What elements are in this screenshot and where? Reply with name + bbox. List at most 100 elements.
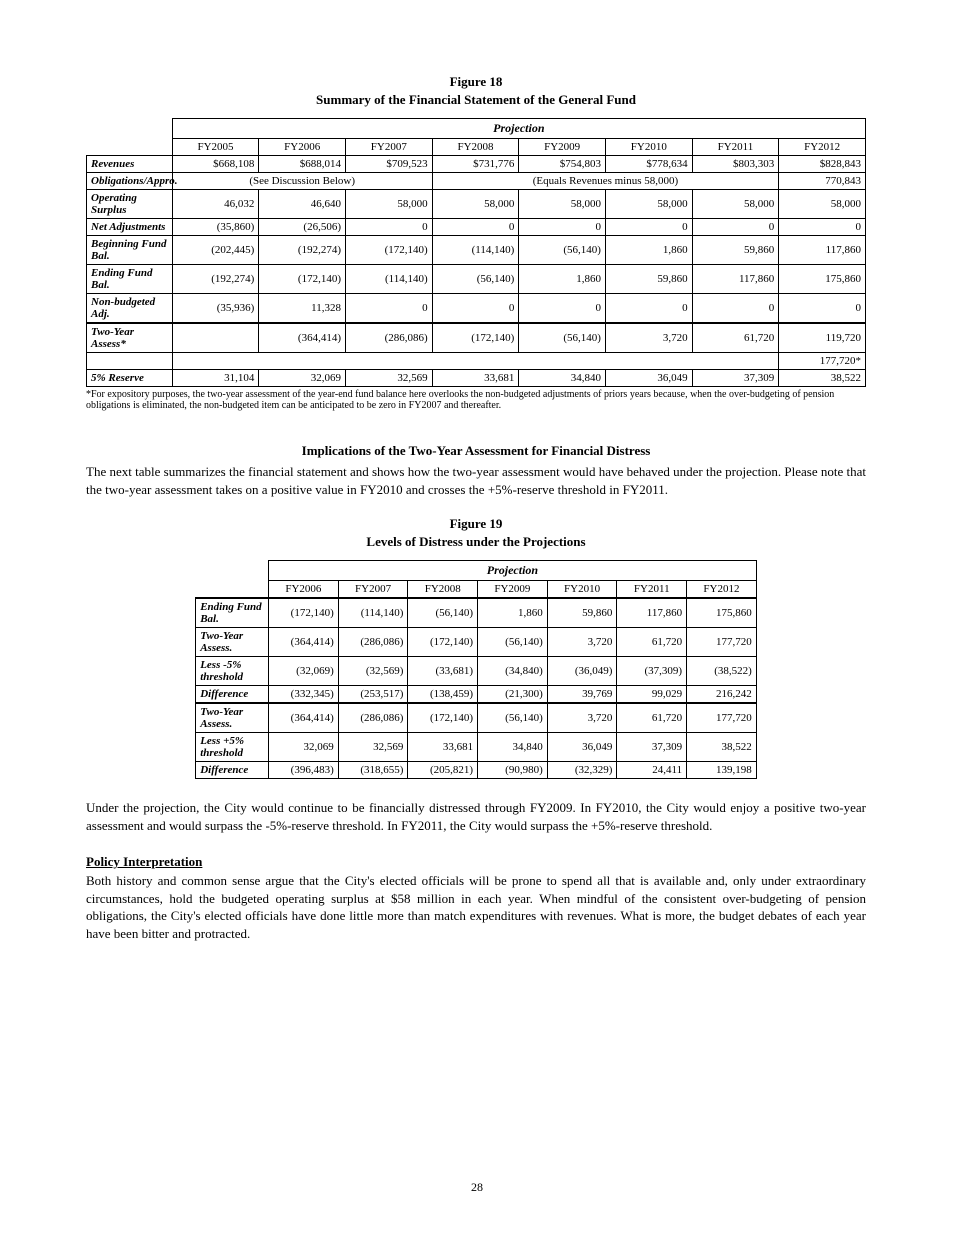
- cell: (114,140): [338, 598, 408, 628]
- obligations-note-b: (Equals Revenues minus 58,000): [432, 173, 779, 190]
- fig18-year: FY2007: [346, 139, 433, 156]
- fig18-year: FY2009: [519, 139, 606, 156]
- cell: 38,522: [779, 370, 866, 387]
- cell: (172,140): [408, 703, 478, 733]
- cell: 34,840: [478, 733, 548, 762]
- cell: 32,069: [269, 733, 339, 762]
- cell: (172,140): [269, 598, 339, 628]
- row-label: Beginning Fund Bal.: [87, 236, 173, 265]
- row-label: Net Adjustments: [87, 219, 173, 236]
- cell: 0: [432, 219, 519, 236]
- cell: (56,140): [519, 323, 606, 353]
- cell: 58,000: [779, 190, 866, 219]
- cell: (192,274): [259, 236, 346, 265]
- cell: 58,000: [519, 190, 606, 219]
- cell: (396,483): [269, 762, 339, 779]
- fig18-footnote: *For expository purposes, the two-year a…: [86, 389, 866, 411]
- cell: 46,032: [172, 190, 259, 219]
- cell: 31,104: [172, 370, 259, 387]
- fig19-year: FY2006: [269, 581, 339, 599]
- cell: $754,803: [519, 156, 606, 173]
- cell: 37,309: [617, 733, 687, 762]
- cell: (32,329): [547, 762, 617, 779]
- cell: (253,517): [338, 686, 408, 704]
- fig19-title: Figure 19: [86, 516, 866, 532]
- cell: 177,720: [687, 703, 757, 733]
- row-label: Less -5% threshold: [196, 657, 269, 686]
- cell: (332,345): [269, 686, 339, 704]
- cell: 46,640: [259, 190, 346, 219]
- fig18-table: Projection FY2005 FY2006 FY2007 FY2008 F…: [86, 118, 866, 387]
- row-label: Difference: [196, 686, 269, 704]
- cell: 33,681: [408, 733, 478, 762]
- cell: (172,140): [259, 265, 346, 294]
- fig19-year: FY2010: [547, 581, 617, 599]
- cell: 0: [779, 294, 866, 324]
- cell: 33,681: [432, 370, 519, 387]
- cell: 117,860: [617, 598, 687, 628]
- mid-heading: Implications of the Two-Year Assessment …: [86, 443, 866, 459]
- policy-heading: Policy Interpretation: [86, 854, 866, 870]
- cell: 58,000: [605, 190, 692, 219]
- fig18-colhdr: Projection: [172, 119, 865, 139]
- cell: 117,860: [692, 265, 779, 294]
- cell: $688,014: [259, 156, 346, 173]
- cell: $803,303: [692, 156, 779, 173]
- cell: $709,523: [346, 156, 433, 173]
- cell: [172, 323, 259, 353]
- cell: (364,414): [259, 323, 346, 353]
- cell: 175,860: [687, 598, 757, 628]
- cell: 0: [432, 294, 519, 324]
- row-label: Less +5% threshold: [196, 733, 269, 762]
- cell: 1,860: [605, 236, 692, 265]
- row-label: Obligations/Appro.: [87, 173, 173, 190]
- cell: 32,569: [338, 733, 408, 762]
- row-label: Ending Fund Bal.: [87, 265, 173, 294]
- fig19-subtitle: Levels of Distress under the Projections: [86, 534, 866, 550]
- policy-para: Both history and common sense argue that…: [86, 872, 866, 942]
- cell: 119,720: [779, 323, 866, 353]
- fig18-title: Figure 18: [86, 74, 866, 90]
- cell: (114,140): [432, 236, 519, 265]
- cell: (286,086): [338, 628, 408, 657]
- fig18-subtitle: Summary of the Financial Statement of th…: [86, 92, 866, 108]
- cell: 34,840: [519, 370, 606, 387]
- cell: 117,860: [779, 236, 866, 265]
- cell: (56,140): [478, 703, 548, 733]
- cell: (35,860): [172, 219, 259, 236]
- cell: 1,860: [478, 598, 548, 628]
- cell: 0: [779, 219, 866, 236]
- cell: 39,769: [547, 686, 617, 704]
- cell: (364,414): [269, 628, 339, 657]
- cell: 59,860: [692, 236, 779, 265]
- cell: 32,569: [346, 370, 433, 387]
- cell: 0: [605, 294, 692, 324]
- cell: 24,411: [617, 762, 687, 779]
- cell: 58,000: [692, 190, 779, 219]
- cell: (26,506): [259, 219, 346, 236]
- cell: (286,086): [346, 323, 433, 353]
- fig18-year: FY2012: [779, 139, 866, 156]
- cell: (34,840): [478, 657, 548, 686]
- cell: 3,720: [547, 703, 617, 733]
- cell: 177,720*: [779, 353, 866, 370]
- cell: 36,049: [547, 733, 617, 762]
- row-label: Two-Year Assess.: [196, 703, 269, 733]
- row-label: Operating Surplus: [87, 190, 173, 219]
- cell: 58,000: [432, 190, 519, 219]
- cell: (21,300): [478, 686, 548, 704]
- cell: (172,140): [432, 323, 519, 353]
- row-label: 5% Reserve: [87, 370, 173, 387]
- cell: 38,522: [687, 733, 757, 762]
- cell: (56,140): [408, 598, 478, 628]
- row-label-blank: [87, 353, 173, 370]
- cell: (37,309): [617, 657, 687, 686]
- cell: 32,069: [259, 370, 346, 387]
- fig18-year: FY2011: [692, 139, 779, 156]
- cell: 139,198: [687, 762, 757, 779]
- cell: $828,843: [779, 156, 866, 173]
- cell: (56,140): [519, 236, 606, 265]
- cell: 0: [346, 294, 433, 324]
- cell: (172,140): [346, 236, 433, 265]
- cell: (286,086): [338, 703, 408, 733]
